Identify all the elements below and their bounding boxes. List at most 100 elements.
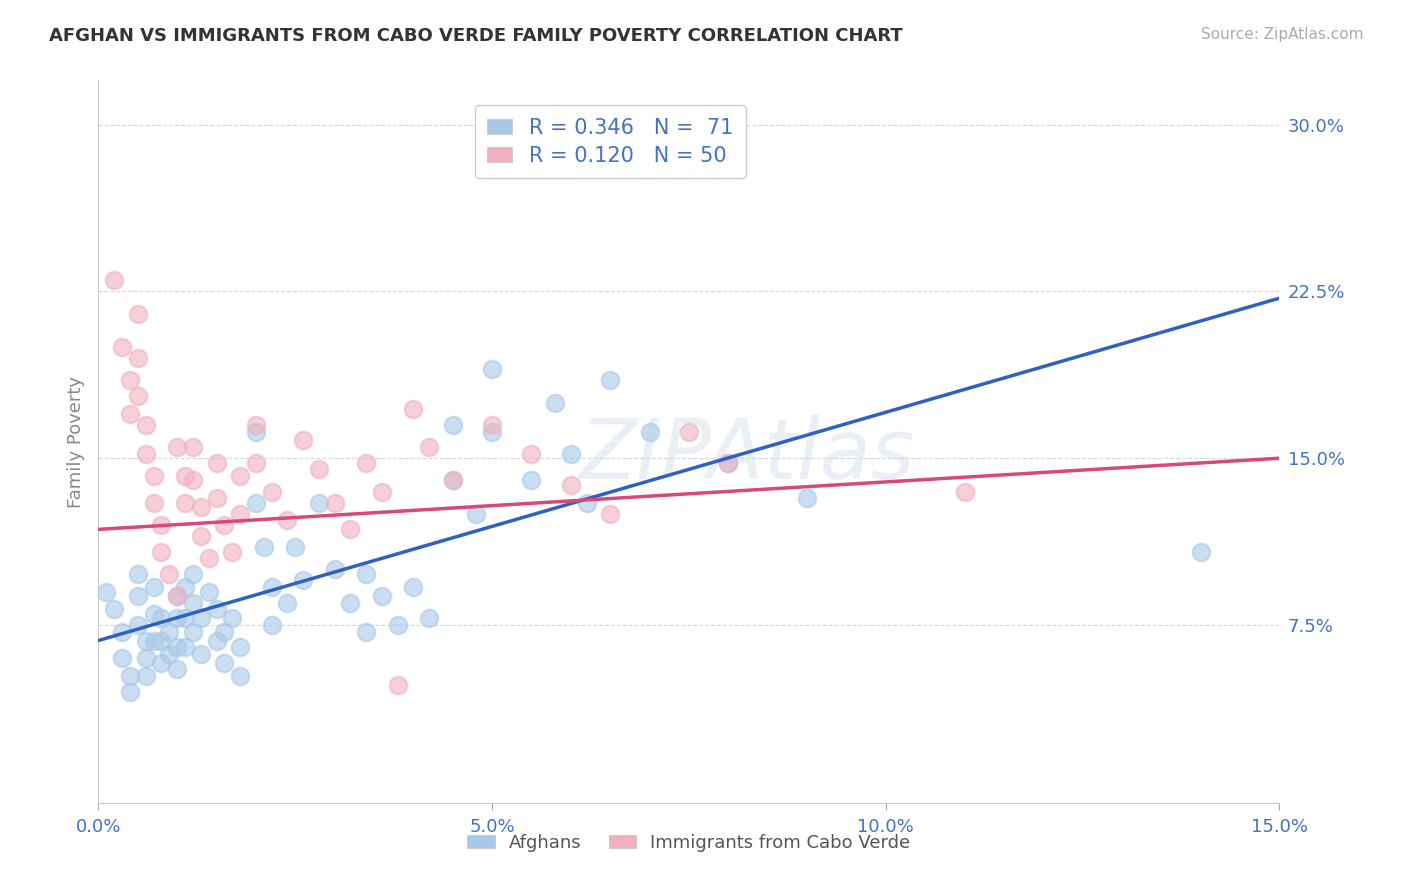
Point — [292, 434, 315, 448]
Point — [308, 496, 330, 510]
Point — [481, 417, 503, 432]
Point — [260, 484, 283, 499]
Point — [354, 624, 377, 639]
Point — [465, 507, 488, 521]
Point — [253, 540, 276, 554]
Point — [520, 447, 543, 461]
Point — [150, 544, 173, 558]
Point — [118, 684, 141, 698]
Point — [127, 389, 149, 403]
Point — [276, 513, 298, 527]
Text: ZIPAtlas: ZIPAtlas — [581, 416, 915, 497]
Point — [118, 669, 141, 683]
Point — [150, 633, 173, 648]
Point — [560, 478, 582, 492]
Point — [118, 407, 141, 421]
Point — [560, 447, 582, 461]
Point — [402, 402, 425, 417]
Point — [354, 566, 377, 581]
Point — [135, 669, 157, 683]
Point — [214, 517, 236, 532]
Point — [205, 633, 228, 648]
Point — [638, 425, 661, 439]
Point — [418, 440, 440, 454]
Point — [166, 640, 188, 655]
Point — [214, 656, 236, 670]
Point — [127, 589, 149, 603]
Point — [127, 307, 149, 321]
Point — [339, 522, 361, 536]
Point — [245, 496, 267, 510]
Y-axis label: Family Poverty: Family Poverty — [66, 376, 84, 508]
Point — [229, 640, 252, 655]
Point — [150, 656, 173, 670]
Point — [339, 596, 361, 610]
Point — [953, 484, 976, 499]
Point — [245, 425, 267, 439]
Point — [103, 602, 125, 616]
Point — [127, 566, 149, 581]
Point — [717, 456, 740, 470]
Point — [481, 425, 503, 439]
Point — [181, 440, 204, 454]
Point — [260, 580, 283, 594]
Point — [190, 529, 212, 543]
Point — [174, 640, 197, 655]
Point — [135, 417, 157, 432]
Point — [260, 618, 283, 632]
Point — [575, 496, 598, 510]
Point — [481, 362, 503, 376]
Point — [181, 596, 204, 610]
Point — [142, 496, 165, 510]
Point — [157, 647, 180, 661]
Point — [214, 624, 236, 639]
Point — [157, 624, 180, 639]
Point — [174, 580, 197, 594]
Point — [354, 456, 377, 470]
Point — [118, 373, 141, 387]
Point — [229, 669, 252, 683]
Point — [544, 395, 567, 409]
Point — [205, 602, 228, 616]
Point — [599, 373, 621, 387]
Point — [229, 507, 252, 521]
Point — [796, 491, 818, 506]
Point — [142, 633, 165, 648]
Point — [150, 517, 173, 532]
Point — [308, 462, 330, 476]
Point — [157, 566, 180, 581]
Point — [96, 584, 118, 599]
Text: AFGHAN VS IMMIGRANTS FROM CABO VERDE FAMILY POVERTY CORRELATION CHART: AFGHAN VS IMMIGRANTS FROM CABO VERDE FAM… — [49, 27, 903, 45]
Point — [205, 491, 228, 506]
Point — [190, 647, 212, 661]
Point — [520, 474, 543, 488]
Point — [181, 566, 204, 581]
Point — [111, 624, 134, 639]
Point — [323, 562, 346, 576]
Point — [190, 611, 212, 625]
Point — [127, 351, 149, 366]
Point — [221, 611, 243, 625]
Point — [245, 417, 267, 432]
Point — [418, 611, 440, 625]
Point — [292, 574, 315, 588]
Point — [181, 624, 204, 639]
Point — [387, 678, 409, 692]
Point — [197, 584, 219, 599]
Point — [174, 496, 197, 510]
Point — [111, 651, 134, 665]
Point — [127, 618, 149, 632]
Point — [371, 484, 394, 499]
Point — [103, 273, 125, 287]
Point — [181, 474, 204, 488]
Point — [142, 469, 165, 483]
Point — [166, 611, 188, 625]
Point — [402, 580, 425, 594]
Point — [142, 607, 165, 621]
Text: Source: ZipAtlas.com: Source: ZipAtlas.com — [1201, 27, 1364, 42]
Point — [174, 469, 197, 483]
Point — [166, 440, 188, 454]
Point — [599, 507, 621, 521]
Point — [135, 447, 157, 461]
Point — [441, 417, 464, 432]
